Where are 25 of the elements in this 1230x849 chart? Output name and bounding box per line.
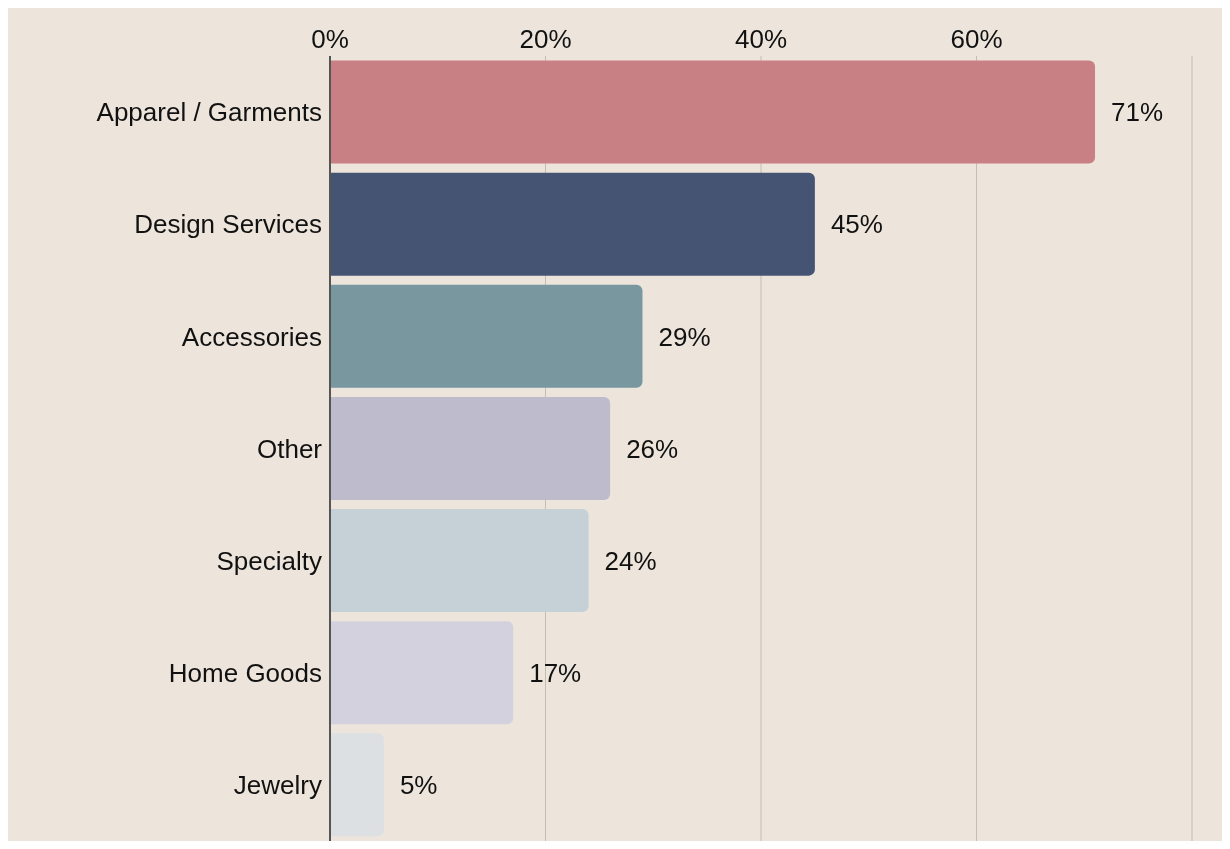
y-tick-label: Other xyxy=(256,433,323,464)
x-tick-label: 40% xyxy=(734,24,788,54)
bar xyxy=(330,284,643,388)
data-label: 45% xyxy=(830,209,883,240)
bar xyxy=(330,396,611,500)
bar xyxy=(330,172,815,276)
y-tick-label: Home Goods xyxy=(168,658,322,689)
y-tick-label: Accessories xyxy=(181,321,322,352)
data-label: 24% xyxy=(604,545,657,576)
x-tick-label: 20% xyxy=(519,24,572,54)
data-label: 29% xyxy=(658,321,711,352)
data-label: 5% xyxy=(399,770,438,801)
x-tick-label: 60% xyxy=(950,24,1003,54)
bar xyxy=(330,621,514,725)
bar xyxy=(330,60,1096,164)
y-tick-label: Jewelry xyxy=(233,770,322,801)
y-tick-label: Specialty xyxy=(216,545,322,576)
data-label: 71% xyxy=(1111,97,1164,128)
y-tick-label: Apparel / Garments xyxy=(96,97,322,128)
data-label: 26% xyxy=(626,433,679,464)
bar xyxy=(330,733,384,837)
bar xyxy=(330,509,589,613)
x-tick-label: 0% xyxy=(311,24,349,54)
data-label: 17% xyxy=(529,657,582,688)
y-tick-label: Design Services xyxy=(134,209,322,240)
